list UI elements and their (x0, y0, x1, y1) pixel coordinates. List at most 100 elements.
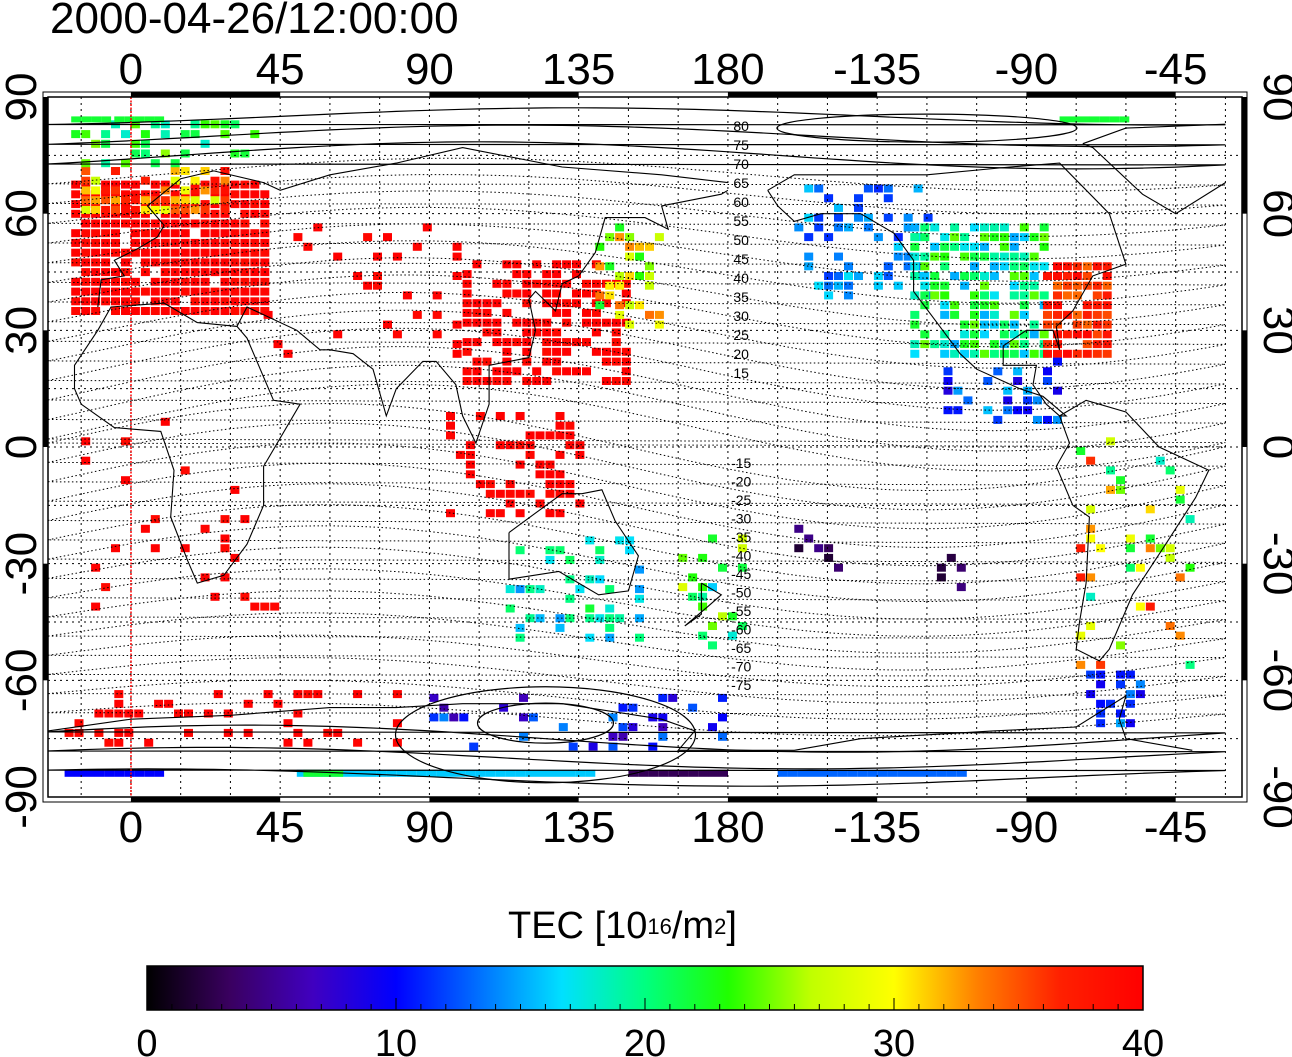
tec-cell (950, 340, 960, 349)
tec-cell (492, 328, 502, 337)
tec-cell (1039, 233, 1049, 242)
contour-line (48, 702, 1226, 737)
tec-cell (698, 631, 708, 640)
tec-cell (1116, 485, 1125, 494)
tec-cell (970, 310, 979, 319)
tec-cell (71, 297, 81, 306)
tec-cell (1165, 466, 1175, 475)
tec-cell (568, 742, 578, 751)
tec-cell (190, 307, 200, 315)
tec-cell (1019, 281, 1029, 290)
tec-cell (114, 116, 125, 123)
tec-cell (970, 291, 979, 300)
tec-cell (180, 149, 190, 158)
tec-cell (804, 534, 814, 543)
tec-cell (170, 287, 180, 296)
tec-cell (621, 289, 631, 298)
tec-cell (910, 310, 920, 319)
tec-cell (1039, 223, 1049, 232)
tec-cell (71, 258, 81, 267)
tec-cell (472, 367, 482, 376)
tec-cell (635, 585, 644, 594)
tec-cell (1145, 602, 1155, 611)
tec-cell (591, 347, 601, 356)
tec-cell (618, 732, 628, 741)
tec-cell (605, 233, 615, 242)
tec-cell (81, 159, 91, 168)
tec-cell (737, 563, 747, 572)
tec-cell (482, 357, 492, 366)
tec-cell (130, 277, 140, 286)
tec-cell (834, 281, 843, 290)
tec-cell (1053, 357, 1062, 366)
tec-cell (582, 367, 591, 376)
tec-cell (1102, 340, 1112, 349)
tec-cell (230, 277, 240, 286)
tec-cell (130, 229, 140, 238)
tec-cell (519, 693, 528, 702)
tec-cell (81, 116, 92, 123)
tec-cell (873, 272, 883, 280)
tec-cell (293, 233, 303, 242)
tec-cell (190, 287, 200, 296)
tec-cell (1023, 396, 1033, 405)
tec-cell (980, 233, 989, 242)
tec-cell (585, 633, 595, 642)
tec-cell (718, 612, 727, 621)
contour-label: -60 (731, 622, 751, 638)
tec-cell (1072, 330, 1082, 339)
tec-cell (250, 268, 260, 277)
tec-cell (535, 499, 545, 508)
tec-cell (180, 186, 190, 195)
tec-cell (1013, 377, 1023, 385)
tec-cell (555, 431, 565, 440)
tec-cell (505, 489, 515, 498)
coastline (48, 694, 1193, 751)
tec-cell (71, 287, 81, 296)
tec-cell (635, 614, 644, 623)
tec-cell (462, 318, 472, 327)
tec-cell (180, 268, 190, 277)
tec-cell (989, 340, 999, 349)
tec-cell (412, 310, 422, 319)
tec-cell (482, 328, 492, 337)
tec-cell (1009, 349, 1019, 358)
tec-cell (101, 205, 111, 214)
tec-cell (542, 318, 552, 327)
tec-cell (160, 149, 170, 158)
tec-cell (930, 223, 940, 232)
tec-cell (555, 412, 565, 420)
tec-cell (678, 553, 688, 562)
tec-cell (1003, 386, 1013, 395)
tec-cell (114, 699, 124, 708)
tec-cell (920, 330, 930, 339)
tec-cell (130, 307, 140, 315)
lat-tick-label-left: 60 (0, 189, 46, 238)
lon-tick-label-top: 0 (119, 45, 143, 94)
tec-cell (1053, 386, 1062, 395)
tec-cell (555, 614, 565, 623)
colorbar-title-exp1: 16 (647, 914, 672, 939)
tec-cell (920, 233, 930, 242)
tec-cell (492, 299, 502, 308)
tec-cell (708, 723, 717, 732)
tec-cell (396, 769, 407, 777)
tec-cell (220, 167, 230, 175)
tec-cell (903, 262, 913, 271)
contour-line (48, 442, 1226, 530)
tec-cell (1086, 690, 1096, 699)
tec-cell (1009, 233, 1019, 242)
tec-cell (210, 287, 220, 296)
tec-cell (1135, 602, 1145, 611)
lon-tick-label-top: -90 (995, 45, 1059, 94)
colorbar-tick-label: 10 (375, 1023, 417, 1057)
contour-label: 65 (733, 175, 749, 191)
tec-cell (121, 248, 130, 257)
tec-cell (1135, 680, 1145, 689)
tec-cell (824, 291, 834, 300)
tec-cell (170, 219, 180, 228)
tec-cell (582, 318, 591, 327)
tec-cell (101, 186, 111, 195)
tec-cell (1053, 301, 1062, 310)
tec-cell (376, 769, 387, 777)
